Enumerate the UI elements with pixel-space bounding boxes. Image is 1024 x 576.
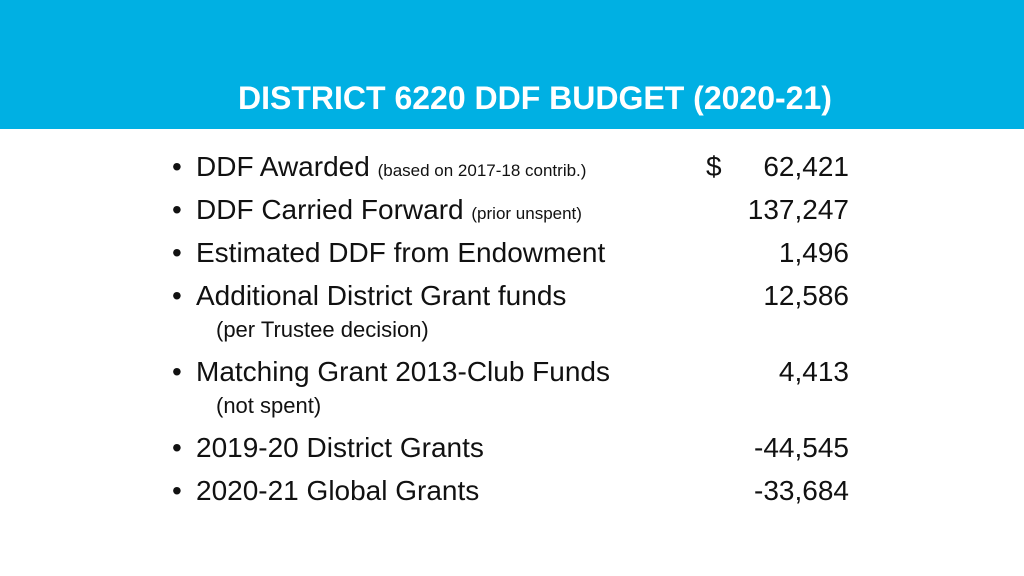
budget-row: • DDF Carried Forward (prior unspent) 137… [0, 193, 1024, 233]
item-amount: -33,684 [754, 475, 849, 506]
item-amount: 1,496 [778, 237, 849, 268]
budget-item: • 2020-21 Global Grants [172, 474, 479, 508]
item-amount: -44,545 [754, 432, 849, 463]
budget-row: • Matching Grant 2013-Club Funds 4,413 [0, 355, 1024, 395]
budget-row: • Additional District Grant funds 12,586 [0, 279, 1024, 319]
item-amount: 4,413 [778, 356, 849, 387]
budget-item: • 2019-20 District Grants [172, 431, 484, 465]
item-label: Estimated DDF from Endowment [196, 237, 606, 268]
item-label: Additional District Grant funds [196, 280, 567, 311]
bullet: • [172, 194, 182, 225]
header-band [0, 0, 1024, 129]
budget-row: • 2020-21 Global Grants -33,684 [0, 474, 1024, 514]
budget-row: • 2019-20 District Grants -44,545 [0, 431, 1024, 471]
item-amount: 12,586 [763, 280, 849, 311]
budget-row: • Estimated DDF from Endowment 1,496 [0, 236, 1024, 276]
budget-row: • DDF Awarded (based on 2017-18 contrib.)… [0, 150, 1024, 190]
item-label: 2020-21 Global Grants [196, 475, 480, 506]
item-note: (based on 2017-18 contrib.) [377, 161, 587, 180]
bullet: • [172, 280, 182, 311]
budget-item: • Additional District Grant funds [172, 279, 566, 313]
item-amount: 137,247 [747, 194, 849, 225]
slide-title: DISTRICT 6220 DDF BUDGET (2020-21) [238, 80, 832, 116]
item-subnote: (not spent) [216, 393, 322, 418]
budget-item: • DDF Awarded (based on 2017-18 contrib.) [172, 150, 586, 188]
item-amount: 62,421 [763, 151, 849, 182]
item-label: DDF Awarded [196, 151, 370, 182]
item-note: (prior unspent) [471, 204, 582, 223]
item-subnote: (per Trustee decision) [216, 317, 429, 342]
bullet: • [172, 151, 182, 182]
item-label: 2019-20 District Grants [196, 432, 484, 463]
bullet: • [172, 237, 182, 268]
currency-symbol: $ [706, 151, 722, 182]
budget-item: • Estimated DDF from Endowment [172, 236, 605, 270]
bullet: • [172, 432, 182, 463]
budget-item: • Matching Grant 2013-Club Funds [172, 355, 610, 389]
budget-item: • DDF Carried Forward (prior unspent) [172, 193, 582, 231]
item-label: Matching Grant 2013-Club Funds [196, 356, 610, 387]
bullet: • [172, 475, 182, 506]
bullet: • [172, 356, 182, 387]
item-label: DDF Carried Forward [196, 194, 464, 225]
